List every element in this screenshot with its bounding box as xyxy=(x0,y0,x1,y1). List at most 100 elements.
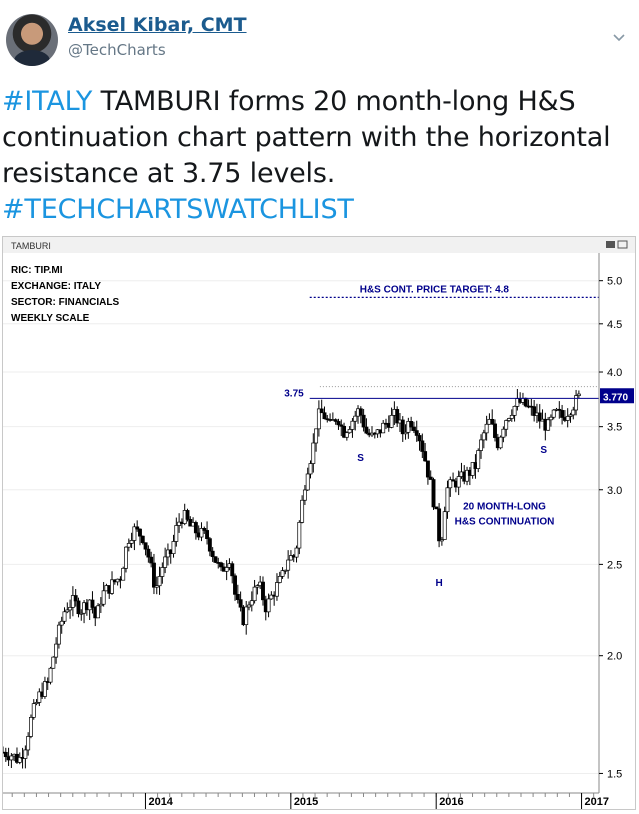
candle-body-88 xyxy=(247,604,251,608)
candle-body-99 xyxy=(277,575,282,583)
candle-body-136 xyxy=(381,422,386,434)
candle-body-175 xyxy=(490,419,495,425)
author-name[interactable]: Aksel Kibar, CMT xyxy=(68,14,247,36)
hashtag-italy[interactable]: #ITALY xyxy=(2,86,93,117)
candle-body-113 xyxy=(316,408,321,430)
candle-body-160 xyxy=(448,479,453,489)
candle-body-192 xyxy=(537,412,542,422)
candle-body-106 xyxy=(297,522,302,549)
y-tick-label-6: 4.5 xyxy=(607,319,622,331)
candle-body-21 xyxy=(59,620,64,626)
candle-body-12 xyxy=(34,702,39,704)
candle-body-123 xyxy=(344,432,349,438)
candle-body-100 xyxy=(280,570,285,577)
candle-body-15 xyxy=(42,681,47,697)
candle-body-171 xyxy=(479,439,483,451)
candle-body-179 xyxy=(501,428,506,438)
chart-title: TAMBURI xyxy=(11,241,51,251)
candle-body-74 xyxy=(207,538,212,552)
candle-body-196 xyxy=(548,416,553,421)
window-controls-icon[interactable] xyxy=(606,240,628,249)
candle-body-47 xyxy=(132,526,137,541)
candle-body-24 xyxy=(68,607,73,611)
pattern-annotation-1: H xyxy=(435,578,442,589)
chart-info-line-3: WEEKLY SCALE xyxy=(11,313,90,324)
candle-body-9 xyxy=(26,736,31,751)
candle-body-98 xyxy=(275,582,279,597)
candle-body-121 xyxy=(339,424,344,427)
candle-body-80 xyxy=(224,567,229,572)
candle-body-75 xyxy=(210,550,215,558)
candle-body-139 xyxy=(389,414,394,428)
x-tick-label-2: 2016 xyxy=(439,796,463,808)
candle-body-53 xyxy=(149,556,154,564)
candle-body-96 xyxy=(269,594,274,600)
avatar-shirt xyxy=(14,50,50,66)
chart-info-line-1: EXCHANGE: ITALY xyxy=(11,281,101,292)
candle-body-11 xyxy=(31,703,36,718)
candle-body-149 xyxy=(417,435,422,442)
candle-body-55 xyxy=(154,585,159,588)
candle-body-71 xyxy=(199,528,204,538)
tweet-body: TAMBURI forms 20 month-long H&S continua… xyxy=(2,86,611,189)
candle-body-183 xyxy=(512,405,517,416)
candle-body-6 xyxy=(17,757,22,763)
x-tick-label-3: 2017 xyxy=(585,796,609,808)
tweet-header: Aksel Kibar, CMT @TechCharts xyxy=(0,0,639,80)
candle-body-56 xyxy=(157,576,162,587)
candle-body-172 xyxy=(481,432,486,441)
candle-body-62 xyxy=(174,525,179,542)
candle-body-54 xyxy=(152,562,156,588)
candle-body-114 xyxy=(319,408,324,414)
candle-body-58 xyxy=(163,556,168,568)
candle-body-120 xyxy=(336,421,341,426)
candle-body-158 xyxy=(442,511,447,540)
candle-body-146 xyxy=(409,420,414,428)
candle-body-159 xyxy=(445,487,450,513)
candle-body-206 xyxy=(576,393,581,396)
chevron-down-icon[interactable] xyxy=(612,30,626,44)
candle-body-204 xyxy=(571,409,576,416)
candle-body-203 xyxy=(568,414,573,417)
candle-body-3 xyxy=(9,755,14,761)
chart-image[interactable]: TAMBURI 1.5 2.0 2.5 3.0 3.5 4.0 4.5 5.0 3.770 201… xyxy=(1,236,636,810)
candle-body-150 xyxy=(420,440,425,452)
candle-body-110 xyxy=(308,463,313,475)
candle-body-48 xyxy=(135,526,140,530)
candle-body-19 xyxy=(54,643,59,658)
y-tick-label-7: 5.0 xyxy=(607,276,622,288)
candle-body-89 xyxy=(249,600,254,606)
candle-body-126 xyxy=(353,415,358,422)
candle-body-170 xyxy=(476,450,481,469)
candle-body-115 xyxy=(322,412,327,420)
candle-body-39 xyxy=(110,579,114,594)
candle-body-72 xyxy=(202,528,207,531)
candle-body-102 xyxy=(286,559,291,571)
candle-body-156 xyxy=(437,508,442,542)
candle-body-17 xyxy=(48,667,53,683)
price-chart: TAMBURI 1.5 2.0 2.5 3.0 3.5 4.0 4.5 5.0 3.770 201… xyxy=(1,237,635,809)
hashtag-techchartswatchlist[interactable]: #TECHCHARTSWATCHLIST xyxy=(2,194,354,225)
candle-body-43 xyxy=(121,567,126,581)
candle-body-181 xyxy=(507,418,511,421)
resistance-label: 3.75 xyxy=(284,388,304,399)
pattern-annotation-2: S xyxy=(540,445,547,456)
candle-body-152 xyxy=(425,460,430,478)
candle-body-112 xyxy=(314,428,319,444)
candle-body-49 xyxy=(138,528,142,537)
candle-body-91 xyxy=(255,585,260,588)
candle-body-51 xyxy=(143,542,148,550)
chart-info-line-0: RIC: TIP.MI xyxy=(11,265,63,276)
candle-body-87 xyxy=(244,606,249,626)
candle-body-44 xyxy=(124,546,128,569)
candle-body-8 xyxy=(23,749,28,759)
candle-body-52 xyxy=(146,548,151,558)
author-avatar[interactable] xyxy=(6,14,58,66)
candle-body-197 xyxy=(551,409,556,418)
candle-body-34 xyxy=(96,605,100,619)
author-handle[interactable]: @TechCharts xyxy=(68,41,166,59)
candle-body-84 xyxy=(235,594,240,600)
y-axis-background xyxy=(599,253,635,793)
candle-body-161 xyxy=(451,479,456,482)
x-axis-background xyxy=(3,793,635,809)
